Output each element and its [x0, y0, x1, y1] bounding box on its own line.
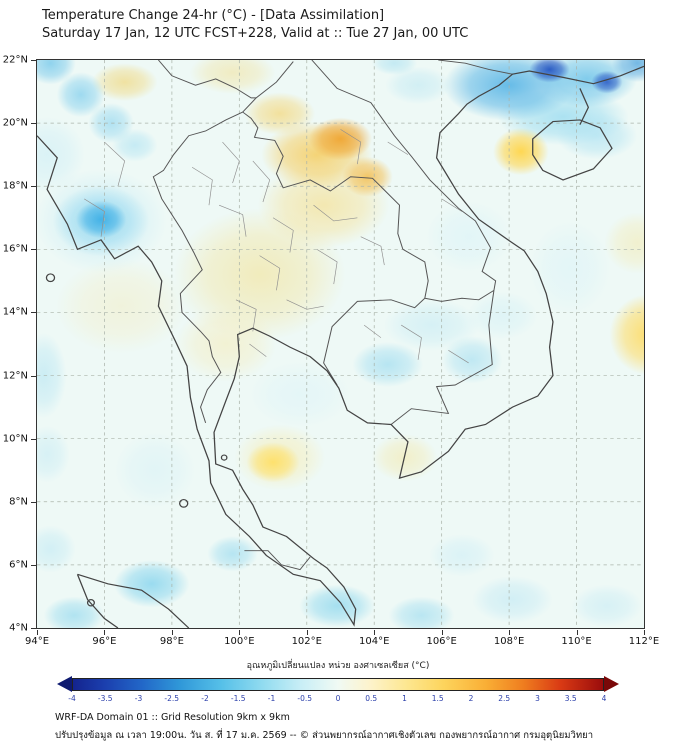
lat-tick-mark [31, 123, 36, 125]
lon-tick-label: 98°E [159, 636, 184, 647]
lat-tick-mark [31, 60, 36, 61]
colorbar-tick-label: -0.5 [297, 694, 313, 703]
colorbar-tick-label: -3.5 [97, 694, 113, 703]
country-borders [152, 60, 513, 571]
colorbar-tick-label: -1 [267, 694, 276, 703]
lon-tick-label: 102°E [291, 636, 322, 647]
lon-tick-label: 104°E [359, 636, 390, 647]
page-subtitle: Saturday 17 Jan, 12 UTC FCST+228, Valid … [42, 26, 469, 41]
province-borders [84, 129, 469, 364]
coastlines [37, 65, 644, 628]
colorbar-tick-label: -2 [201, 694, 209, 703]
map-overlay [37, 60, 644, 628]
colorbar-tick-label: -3 [134, 694, 143, 703]
lon-tick-label: 108°E [493, 636, 525, 647]
lat-tick-label: 22°N [2, 54, 28, 66]
lon-tick-mark [306, 630, 308, 635]
lon-tick-label: 106°E [426, 636, 457, 647]
lat-tick-label: 18°N [2, 180, 28, 192]
colorbar-tick-label: 2 [468, 694, 474, 703]
lat-tick-mark [31, 186, 36, 188]
colorbar-tick-label: 0 [335, 694, 341, 703]
colorbar-section: อุณหภูมิเปลี่ยนแปลง หน่วย องศาเซลเซียส (… [0, 658, 676, 705]
colorbar-right-arrow [604, 676, 619, 692]
lon-tick-mark [576, 630, 578, 635]
colorbar-tick-label: -2.5 [164, 694, 180, 703]
lat-tick-mark [31, 438, 36, 440]
lat-tick-label: 20°N [2, 117, 28, 129]
lat-tick-label: 14°N [2, 306, 28, 318]
lat-tick-mark [31, 628, 36, 629]
header: Temperature Change 24-hr (°C) - [Data As… [42, 8, 468, 41]
colorbar-tick-label: -1.5 [230, 694, 246, 703]
lon-tick-mark [374, 630, 376, 635]
lon-tick-mark [441, 630, 443, 635]
lon-tick-mark [239, 630, 241, 635]
lat-tick-mark [31, 249, 36, 251]
colorbar [0, 676, 676, 692]
lat-tick-label: 8°N [9, 496, 28, 508]
colorbar-tick-label: 4 [601, 694, 607, 703]
lat-tick-mark [31, 564, 36, 566]
lon-tick-label: 96°E [92, 636, 117, 647]
lon-tick-label: 94°E [24, 636, 50, 647]
footer-credit: ปรับปรุงข้อมูล ณ เวลา 19:00น. วัน ส. ที่… [55, 730, 594, 741]
colorbar-tick-label: 1 [402, 694, 407, 703]
map-grid [37, 60, 644, 628]
lon-tick-label: 100°E [224, 636, 255, 647]
lat-tick-label: 16°N [2, 243, 28, 255]
page-title: Temperature Change 24-hr (°C) - [Data As… [42, 8, 385, 23]
lon-tick-mark [37, 630, 38, 635]
lon-tick-mark [171, 630, 173, 635]
colorbar-left-arrow [57, 676, 72, 692]
lat-tick-label: 4°N [9, 622, 28, 634]
lat-tick-mark [31, 375, 36, 377]
lon-tick-mark [104, 630, 106, 635]
colorbar-tick-label: 3 [535, 694, 540, 703]
footer-domain-info: WRF-DA Domain 01 :: Grid Resolution 9km … [55, 712, 290, 723]
lon-tick-label: 112°E [628, 636, 660, 647]
lon-tick-label: 110°E [561, 636, 592, 647]
colorbar-label: อุณหภูมิเปลี่ยนแปลง หน่วย องศาเซลเซียส (… [246, 661, 430, 671]
lat-tick-label: 10°N [2, 433, 28, 445]
colorbar-tick-label: 3.5 [564, 694, 577, 703]
colorbar-gradient [72, 677, 604, 691]
lat-tick-label: 12°N [2, 370, 28, 382]
lat-tick-mark [31, 501, 36, 503]
colorbar-ticks: -4 -3.5 -3 -2.5 -2 -1.5 -1 -0.5 0 0.5 1 1.5 2 2.5 3 3.5… [68, 694, 607, 705]
colorbar-tick-label: -4 [68, 694, 76, 703]
footer: WRF-DA Domain 01 :: Grid Resolution 9km … [55, 712, 593, 743]
temperature-field [37, 60, 644, 628]
lon-tick-mark [644, 630, 645, 635]
colorbar-tick-label: 2.5 [498, 694, 511, 703]
colorbar-tick-label: 0.5 [365, 694, 378, 703]
lon-tick-mark [509, 630, 511, 635]
lat-tick-label: 6°N [9, 559, 28, 571]
map-canvas: 22°N 20°N 18°N 16°N 14°N 12°N 10°N 8°N 6°N 4°N 94… [3, 55, 659, 648]
lat-tick-mark [31, 312, 36, 314]
colorbar-tick-label: 1.5 [431, 694, 444, 703]
